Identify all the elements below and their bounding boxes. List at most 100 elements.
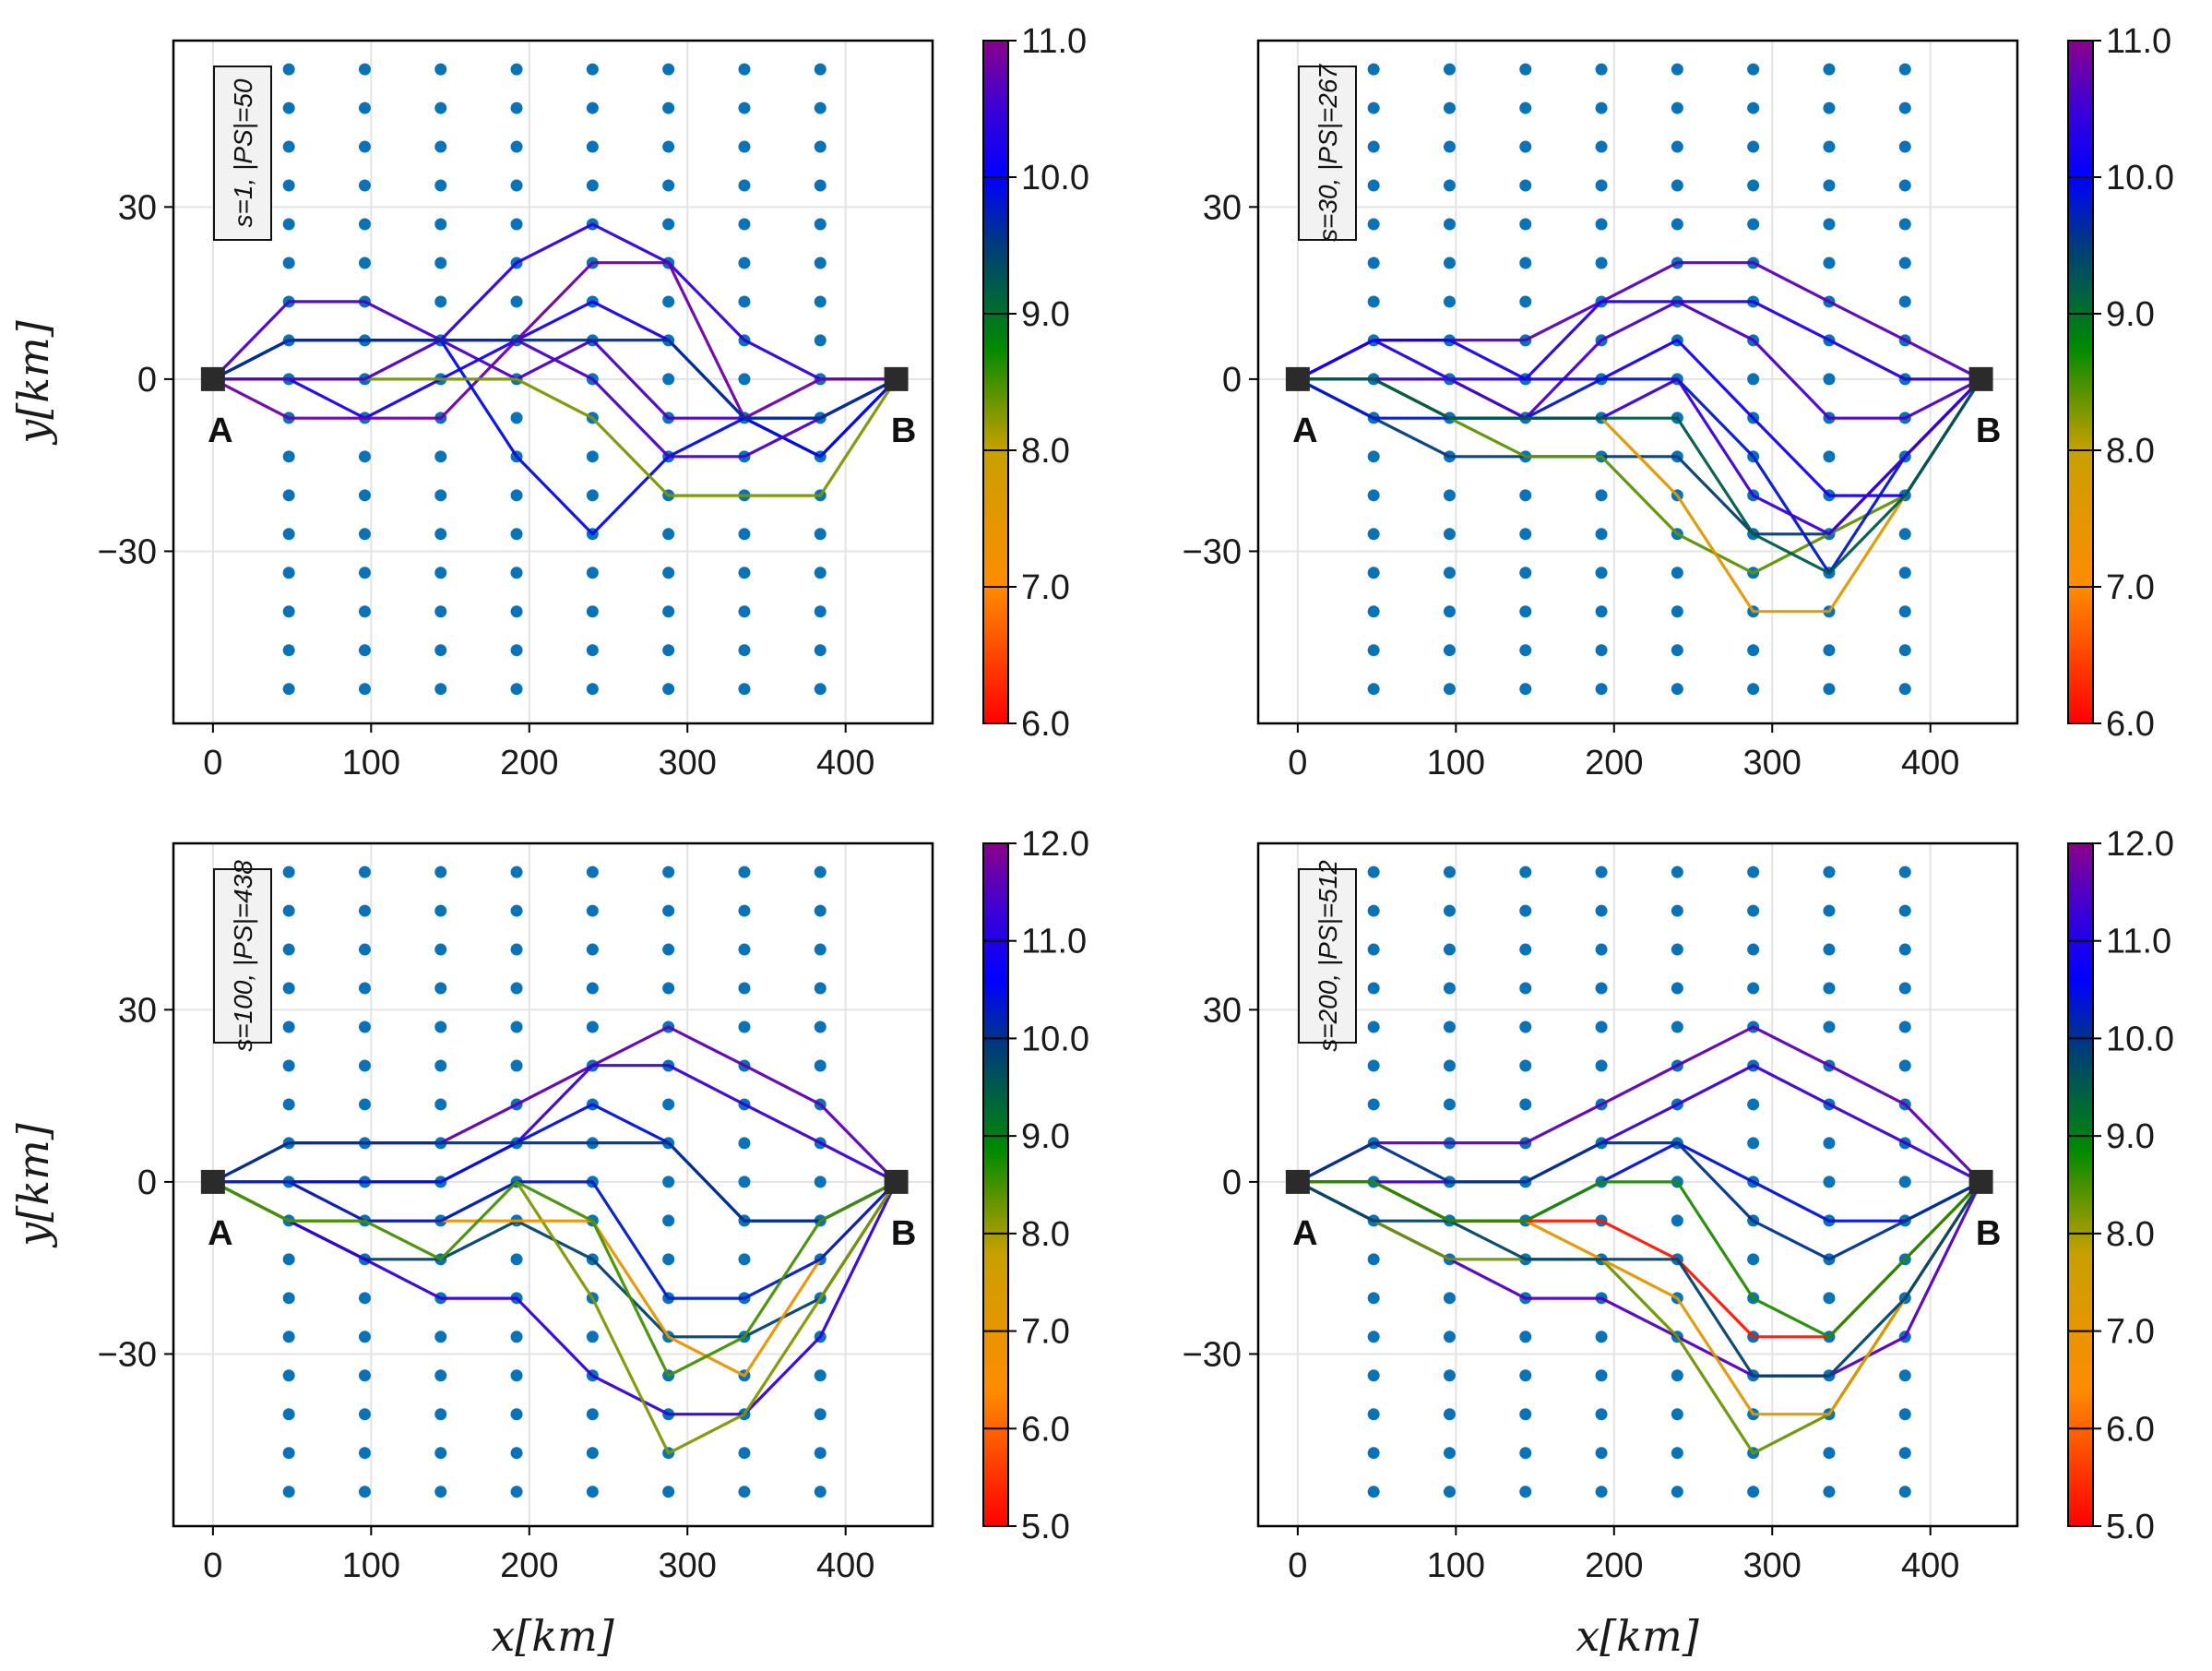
grid-point [1823,1292,1836,1305]
grid-point [510,1253,523,1266]
grid-point [738,982,751,995]
grid-point [814,982,827,995]
grid-point [1519,683,1532,696]
grid-point [1671,1369,1683,1382]
grid-point [1823,140,1836,153]
grid-point [738,140,751,153]
grid-point [662,644,675,657]
grid-point [1747,982,1760,995]
grid-point [1443,179,1456,192]
grid-point [358,63,371,76]
grid-point [434,1331,447,1343]
axes-frame [172,841,934,1528]
grid-point [282,865,295,878]
x-tick-label: 400 [1901,1546,1959,1585]
colorbar [983,41,1008,723]
grid-point [510,943,523,956]
y-tick-label: 0 [1222,1164,1242,1202]
grid-point [1443,644,1456,657]
grid-point [1747,865,1760,878]
grid-point [1747,904,1760,917]
grid-point [1671,63,1683,76]
grid-points [282,865,827,1498]
grid-point [814,1408,827,1421]
grid-point [1443,218,1456,231]
grid-point [1823,1447,1836,1460]
endpoint-label-a: A [208,1214,232,1253]
grid-point [358,179,371,192]
endpoint-label-a: A [208,412,232,450]
path-line [1297,377,1982,575]
grid-point [1367,1292,1380,1305]
y-tick-label: 0 [1222,361,1242,400]
grid-point [434,567,447,579]
grid-point [1823,1176,1836,1188]
grid-point [1443,1486,1456,1498]
grid-point [662,63,675,76]
endpoint-marker-b [1968,366,1993,391]
colorbar-tick-label: 10.0 [1021,159,1089,197]
grid-point [738,257,751,269]
grid-point [434,605,447,618]
grid-point [1823,218,1836,231]
grid-point [1367,450,1380,463]
grid-point [662,904,675,917]
grid-point [358,1408,371,1421]
grid-point [282,567,295,579]
grid-point [1367,865,1380,878]
grid-point [434,1408,447,1421]
grid-point [738,218,751,231]
grid-point [1823,373,1836,386]
grid-point [1747,140,1760,153]
grid-point [738,179,751,192]
x-tick-label: 100 [1427,744,1485,782]
grid-point [1367,982,1380,995]
grid-point [282,943,295,956]
colorbar-tick-label: 7.0 [1021,1313,1070,1352]
grid-point [1671,179,1683,192]
grid-point [1898,943,1911,956]
grid-point [1367,605,1380,618]
colorbar-tick-label: 10.0 [2106,159,2174,197]
grid-point [358,528,371,541]
grid-point [1595,1408,1608,1421]
grid-point [1443,904,1456,917]
grid-point [358,1331,371,1343]
endpoint-marker-a [1285,1169,1310,1194]
grid-point [510,1447,523,1460]
grid-point [814,218,827,231]
grid-point [434,1021,447,1033]
grid-point [1595,943,1608,956]
grid-point [738,295,751,308]
grid-point [738,865,751,878]
endpoint-label-a: A [1292,412,1317,450]
y-axis-label-bottom: y[km] [8,1123,58,1247]
grid-point [510,295,523,308]
grid-point [738,1021,751,1033]
grid-point [1898,140,1911,153]
annotation-box [1298,66,1357,241]
paths [211,222,898,536]
grid-point [1367,295,1380,308]
grid-point [1823,1486,1836,1498]
grid-point [1443,63,1456,76]
panel-top-left: A Bs=1, |PS|=50 0 100 200 300 400 −30 0 30 6.0 7.0 8… [98,22,1089,782]
grid-point [358,101,371,114]
path-line [212,261,897,420]
grid-point [814,567,827,579]
grid-point [1898,1059,1911,1072]
grid-point [738,644,751,657]
grid-point [510,140,523,153]
grid-point [738,1486,751,1498]
paths [1297,261,1982,614]
x-tick-label: 400 [816,744,874,782]
grid-point [586,489,599,502]
colorbar [983,843,1008,1526]
grid-point [662,683,675,696]
grid-point [434,644,447,657]
grid-point [510,218,523,231]
x-tick-label: 0 [203,744,222,782]
grid-point [1519,295,1532,308]
x-tick-label: 300 [659,1546,717,1585]
grid-point [1443,1331,1456,1343]
